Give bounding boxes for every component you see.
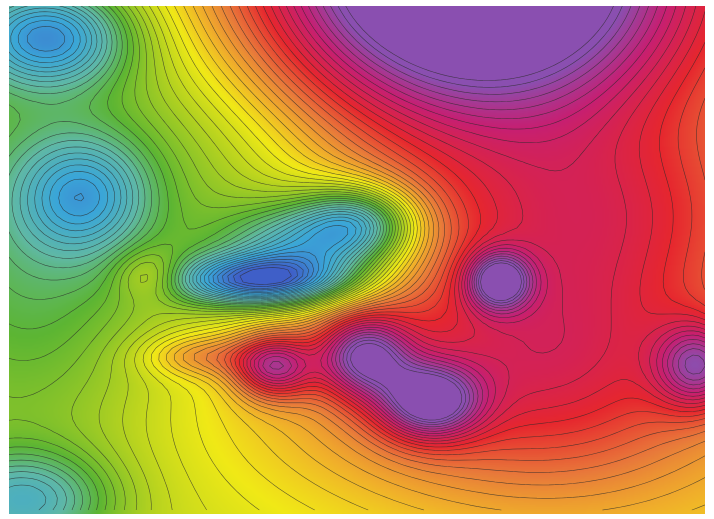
contour-lines	[9, 6, 705, 511]
elevation-heatmap	[9, 6, 705, 514]
contour-map	[9, 6, 705, 514]
contour-path	[9, 6, 705, 511]
